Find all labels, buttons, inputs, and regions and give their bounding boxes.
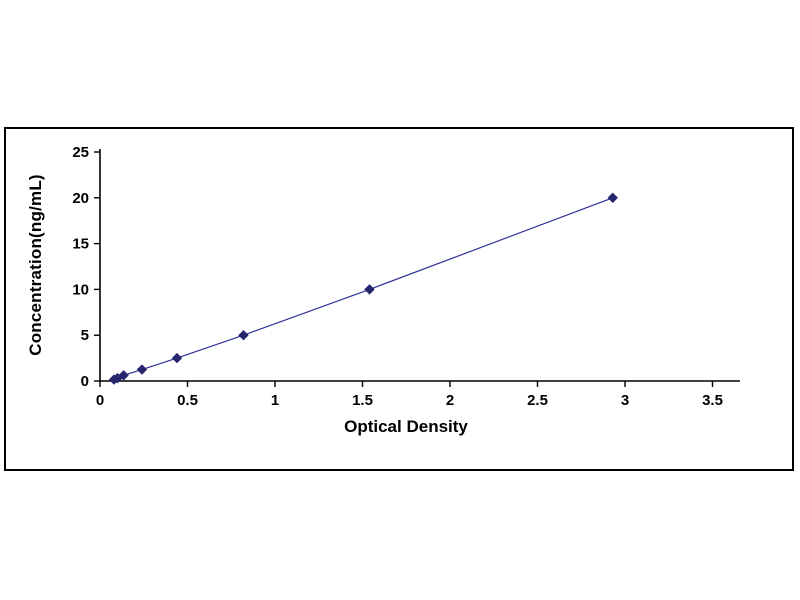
y-tick-label: 15 bbox=[72, 236, 89, 253]
y-tick-label: 0 bbox=[81, 373, 89, 390]
x-tick-label: 3.5 bbox=[702, 392, 723, 409]
y-tick-label: 20 bbox=[72, 190, 89, 207]
x-tick-label: 2 bbox=[446, 392, 454, 409]
data-point bbox=[364, 284, 375, 295]
x-axis-title: Optical Density bbox=[344, 417, 468, 436]
plot-svg: 0 0.5 1 1.5 2 2.5 3 3.5 0 5 10 15 20 25 bbox=[72, 144, 740, 409]
y-tick-label: 10 bbox=[72, 281, 89, 298]
data-point bbox=[136, 364, 148, 375]
series-line bbox=[113, 197, 613, 381]
data-point bbox=[118, 370, 129, 381]
x-tick-label: 3 bbox=[621, 392, 629, 409]
data-point bbox=[607, 192, 618, 204]
x-tick-label: 0 bbox=[96, 392, 104, 409]
x-tick-label: 1.5 bbox=[352, 392, 373, 409]
y-tick-label: 5 bbox=[81, 327, 89, 344]
data-point bbox=[238, 329, 249, 341]
x-tick-label: 1 bbox=[271, 392, 279, 409]
y-axis-title: Concentration(ng/mL) bbox=[26, 174, 45, 356]
x-tick-label: 0.5 bbox=[177, 392, 198, 409]
x-tick-label: 2.5 bbox=[527, 392, 548, 409]
data-point bbox=[171, 352, 183, 364]
chart-frame: 0 0.5 1 1.5 2 2.5 3 3.5 0 5 10 15 20 25 Concentration… bbox=[4, 127, 794, 471]
y-tick-label: 25 bbox=[72, 144, 89, 161]
